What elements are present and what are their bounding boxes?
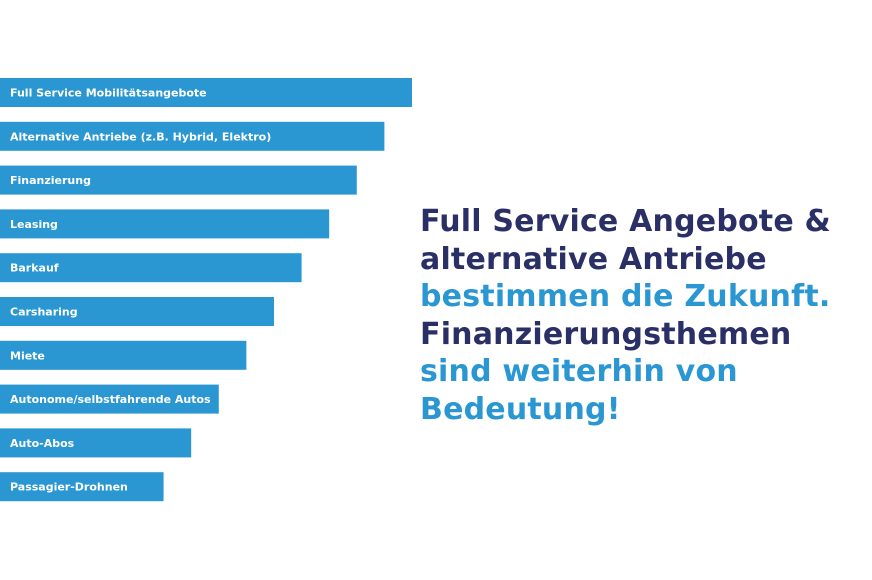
headline-line-4: Finanzierungsthemen bbox=[420, 316, 792, 352]
bar-label: Alternative Antriebe (z.B. Hybrid, Elekt… bbox=[10, 130, 271, 143]
bar-label: Auto-Abos bbox=[10, 437, 75, 450]
headline-line-6: Bedeutung! bbox=[420, 391, 621, 427]
headline: Full Service Angebote & alternative Antr… bbox=[420, 203, 865, 428]
bar-label: Finanzierung bbox=[10, 174, 91, 187]
bar-label: Leasing bbox=[10, 218, 58, 231]
bar bbox=[0, 384, 219, 414]
bar-label: Barkauf bbox=[10, 262, 59, 275]
headline-line-5: sind weiterhin von bbox=[420, 354, 738, 389]
bar bbox=[0, 340, 247, 370]
bar bbox=[0, 78, 412, 107]
bar bbox=[0, 165, 357, 195]
bar bbox=[0, 297, 274, 326]
headline-line-1: Full Service Angebote & bbox=[420, 204, 831, 239]
bar-label: Autonome/selbstfahrende Autos bbox=[10, 393, 211, 406]
bar-label: Full Service Mobilitätsangebote bbox=[10, 87, 207, 100]
bar bbox=[0, 253, 302, 283]
headline-line-3: bestimmen die Zukunft. bbox=[420, 279, 831, 314]
horizontal-bar-chart: Full Service Mobilitätsangebote Alternati… bbox=[0, 78, 412, 502]
bar bbox=[0, 121, 385, 151]
bar-label: Passagier-Drohnen bbox=[10, 481, 128, 494]
bar bbox=[0, 209, 330, 239]
bar bbox=[0, 472, 164, 502]
bar-label: Miete bbox=[10, 349, 45, 362]
headline-line-2: alternative Antriebe bbox=[420, 241, 767, 277]
bar bbox=[0, 428, 192, 458]
bar-label: Carsharing bbox=[10, 306, 78, 319]
